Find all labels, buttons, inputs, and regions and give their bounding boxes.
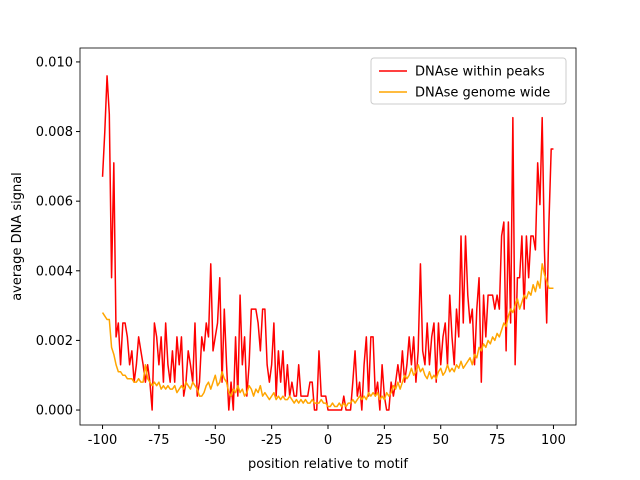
legend-label: DNAse genome wide xyxy=(415,86,550,101)
legend-label: DNAse within peaks xyxy=(415,65,545,80)
legend-box xyxy=(370,57,567,105)
y-tick-label: 0.006 xyxy=(36,195,73,210)
x-tick-label: -75 xyxy=(148,433,169,448)
line-series xyxy=(101,75,554,411)
line-series xyxy=(101,263,554,408)
y-tick-label: 0.008 xyxy=(36,125,73,140)
plot-frame xyxy=(79,47,577,426)
x-tick-label: 50 xyxy=(432,433,449,448)
y-tick-label: 0.004 xyxy=(36,264,73,279)
x-tick-label: 75 xyxy=(489,433,506,448)
y-tick-label: 0.000 xyxy=(36,404,73,419)
x-tick-label: 100 xyxy=(541,433,566,448)
x-tick-label: 0 xyxy=(324,433,332,448)
x-tick-label: 25 xyxy=(376,433,393,448)
x-tick-label: -50 xyxy=(205,433,226,448)
y-tick-label: 0.002 xyxy=(36,334,73,349)
y-tick-label: 0.010 xyxy=(36,55,73,70)
y-axis-label: average DNA signal xyxy=(10,172,25,301)
x-tick-label: -25 xyxy=(261,433,282,448)
x-tick-label: -100 xyxy=(88,433,118,448)
x-axis-label: position relative to motif xyxy=(248,457,408,472)
